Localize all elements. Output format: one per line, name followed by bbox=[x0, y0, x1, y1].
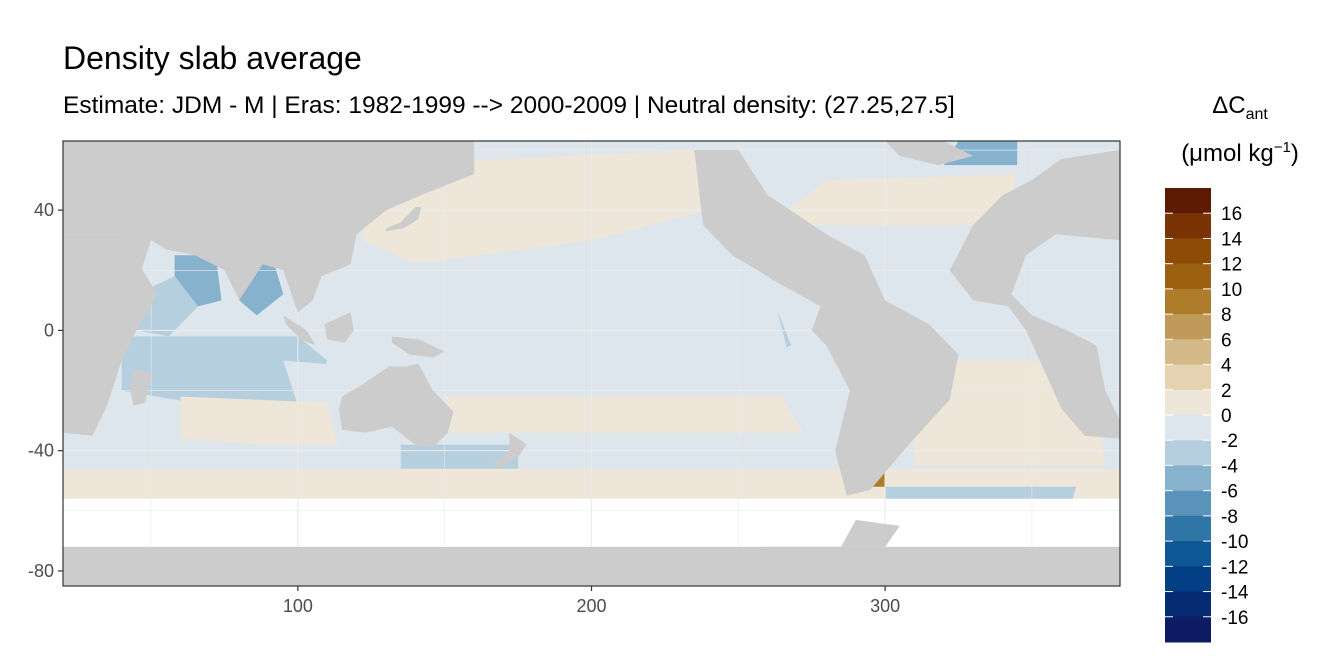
colorbar-swatch bbox=[1165, 440, 1211, 466]
colorbar-label: 0 bbox=[1221, 406, 1232, 427]
land-new-guinea bbox=[391, 336, 445, 358]
land-americas bbox=[694, 150, 959, 496]
colorbar-label: -8 bbox=[1221, 507, 1238, 528]
colorbar-label: -4 bbox=[1221, 456, 1238, 477]
x-tick-label: 100 bbox=[283, 596, 313, 616]
colorbar-swatch bbox=[1165, 288, 1211, 315]
colorbar-swatch bbox=[1165, 188, 1211, 214]
region-indian-ocean-interior bbox=[121, 336, 328, 421]
colorbar-swatch bbox=[1165, 364, 1211, 391]
land-borneo bbox=[324, 312, 354, 343]
region-nw-australia bbox=[283, 360, 357, 406]
land-madagascar bbox=[130, 369, 152, 406]
x-tick-label: 300 bbox=[870, 596, 900, 616]
chart-title: Density slab average bbox=[63, 40, 362, 76]
colorbar-swatch bbox=[1165, 415, 1211, 441]
colorbar-label: -6 bbox=[1221, 482, 1238, 503]
chart-subtitle: Estimate: JDM - M | Eras: 1982-1999 --> … bbox=[63, 92, 955, 119]
region-arabian-sea bbox=[174, 255, 222, 307]
colorbar-label: -10 bbox=[1221, 532, 1248, 553]
y-tick-label: -40 bbox=[28, 441, 54, 461]
colorbar-label: 8 bbox=[1221, 305, 1232, 326]
y-tick-label: 40 bbox=[34, 200, 54, 220]
region-labrador-irminger bbox=[943, 141, 1018, 166]
colorbar-label: -14 bbox=[1221, 583, 1249, 604]
region-south-indian-band bbox=[63, 444, 401, 469]
colorbar-label: 14 bbox=[1221, 229, 1243, 250]
colorbar-label: 10 bbox=[1221, 280, 1242, 301]
colorbar-label: 6 bbox=[1221, 330, 1232, 351]
colorbar-swatch bbox=[1165, 238, 1211, 265]
legend-title-line2: (μmol kg−1) bbox=[1181, 139, 1299, 167]
region-north-atlantic bbox=[767, 174, 1018, 226]
land-antarctica bbox=[63, 546, 1120, 586]
x-tick-label: 200 bbox=[576, 596, 606, 616]
colorbar-swatch bbox=[1165, 515, 1211, 542]
land-japan bbox=[386, 207, 422, 232]
colorbar-swatch bbox=[1165, 314, 1211, 340]
colorbar-swatch bbox=[1165, 263, 1211, 290]
land-asia bbox=[63, 141, 475, 313]
colorbar-swatch bbox=[1165, 566, 1211, 593]
land-greenland bbox=[885, 141, 974, 166]
colorbar-swatch bbox=[1165, 541, 1211, 567]
colorbar-label: 4 bbox=[1221, 356, 1232, 377]
land-australia bbox=[339, 363, 454, 448]
y-tick-label: -80 bbox=[28, 561, 54, 581]
colorbar-swatch bbox=[1165, 616, 1211, 643]
y-tick-label: 0 bbox=[44, 320, 54, 340]
land-antarctic-peninsula bbox=[841, 519, 900, 547]
colorbar-swatch bbox=[1165, 465, 1211, 492]
land-sumatra bbox=[283, 315, 316, 346]
map-panel bbox=[62, 140, 1121, 587]
colorbar-label: 2 bbox=[1221, 381, 1232, 402]
colorbar-swatch bbox=[1165, 389, 1211, 416]
colorbar-label: 12 bbox=[1221, 255, 1242, 276]
region-tasman bbox=[400, 444, 519, 475]
colorbar-swatch bbox=[1165, 490, 1211, 517]
region-central-equatorial bbox=[350, 255, 797, 397]
region-sw-indian bbox=[180, 396, 339, 451]
colorbar-label: -16 bbox=[1221, 608, 1248, 629]
colorbar-label: -12 bbox=[1221, 557, 1248, 578]
colorbar-legend: 16 14 12 10 8 6 4 2 0 -2 -4 -6 -8 -10 -12 -14 -16 bbox=[1165, 188, 1249, 643]
colorbar-swatch bbox=[1165, 591, 1211, 618]
colorbar-label: 16 bbox=[1221, 204, 1242, 225]
land-new-zealand bbox=[494, 432, 527, 469]
legend-title-line1: ΔCant bbox=[1212, 92, 1268, 123]
colorbar-swatch bbox=[1165, 339, 1211, 366]
region-sw-pacific-band bbox=[444, 396, 803, 433]
colorbar-label: -2 bbox=[1221, 431, 1238, 452]
colorbar-swatch bbox=[1165, 213, 1211, 239]
land-africa-west-edge bbox=[63, 234, 157, 436]
